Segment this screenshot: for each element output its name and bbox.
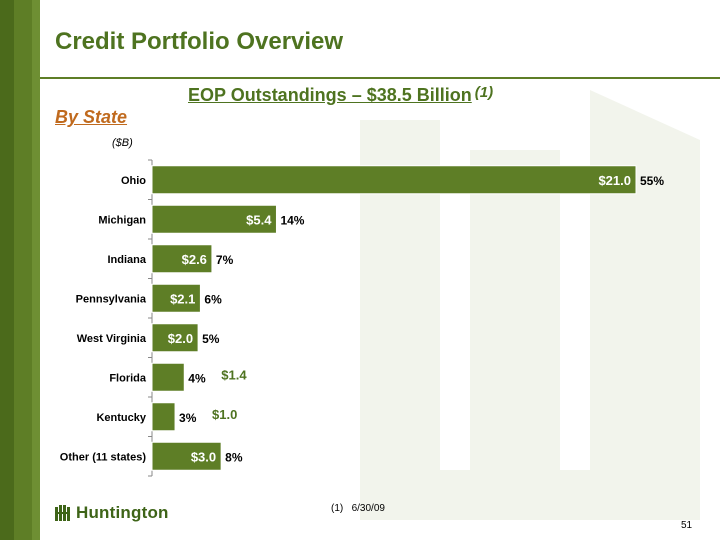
- huntington-logo: Huntington: [55, 503, 169, 523]
- category-label: Kentucky: [96, 412, 146, 424]
- bar-percent-label: 55%: [640, 174, 664, 188]
- title-rule: [40, 77, 720, 79]
- footnote-marker: (1): [331, 503, 344, 514]
- bar: [151, 323, 199, 353]
- bar-percent-label: 14%: [280, 213, 304, 227]
- category-label: Indiana: [107, 254, 146, 266]
- category-label: Michigan: [98, 214, 146, 226]
- category-label: Other (11 states): [60, 451, 147, 463]
- bar-percent-label: 4%: [188, 371, 206, 385]
- bar: [151, 402, 176, 432]
- category-label: Pennsylvania: [76, 293, 147, 305]
- bar-value-label: $1.4: [221, 367, 247, 382]
- bar-value-label: $1.0: [212, 407, 237, 422]
- bar: [151, 244, 213, 274]
- bar: [151, 204, 277, 234]
- bar-value-label: $2.1: [170, 291, 195, 306]
- logo-mark-icon: [55, 505, 70, 521]
- logo-text: Huntington: [76, 503, 169, 522]
- bar-value-label: $5.4: [246, 212, 272, 227]
- bar-value-label: $21.0: [598, 173, 631, 188]
- bar-value-label: $3.0: [191, 449, 216, 464]
- subtitle-footnote-marker: (1): [474, 84, 494, 101]
- unit-label: ($B): [112, 137, 133, 149]
- bar-percent-label: 3%: [179, 411, 197, 425]
- bar-percent-label: 7%: [216, 253, 234, 267]
- bar-percent-label: 8%: [225, 450, 243, 464]
- page-title: Credit Portfolio Overview: [55, 28, 344, 55]
- subtitle-text: EOP Outstandings – $38.5 Billion: [188, 85, 472, 105]
- left-accent-stripe-light: [32, 0, 40, 540]
- bar-percent-label: 5%: [202, 332, 220, 346]
- footnote: (1) 6/30/09: [331, 503, 385, 514]
- bar-percent-label: 6%: [204, 292, 222, 306]
- page-number: 51: [681, 520, 693, 531]
- bar-value-label: $2.6: [182, 252, 207, 267]
- footnote-text: 6/30/09: [351, 503, 385, 514]
- bar: [151, 283, 201, 313]
- bar: [151, 441, 222, 471]
- bar: [151, 362, 185, 392]
- chart-subtitle: EOP Outstandings – $38.5 Billion (1): [188, 84, 493, 106]
- category-label: Ohio: [121, 175, 146, 187]
- category-label: Florida: [109, 372, 147, 384]
- category-label: West Virginia: [77, 333, 147, 345]
- left-accent-stripe-dark: [0, 0, 14, 540]
- section-label: By State: [55, 107, 128, 127]
- bar-value-label: $2.0: [168, 331, 193, 346]
- bar: [151, 165, 637, 195]
